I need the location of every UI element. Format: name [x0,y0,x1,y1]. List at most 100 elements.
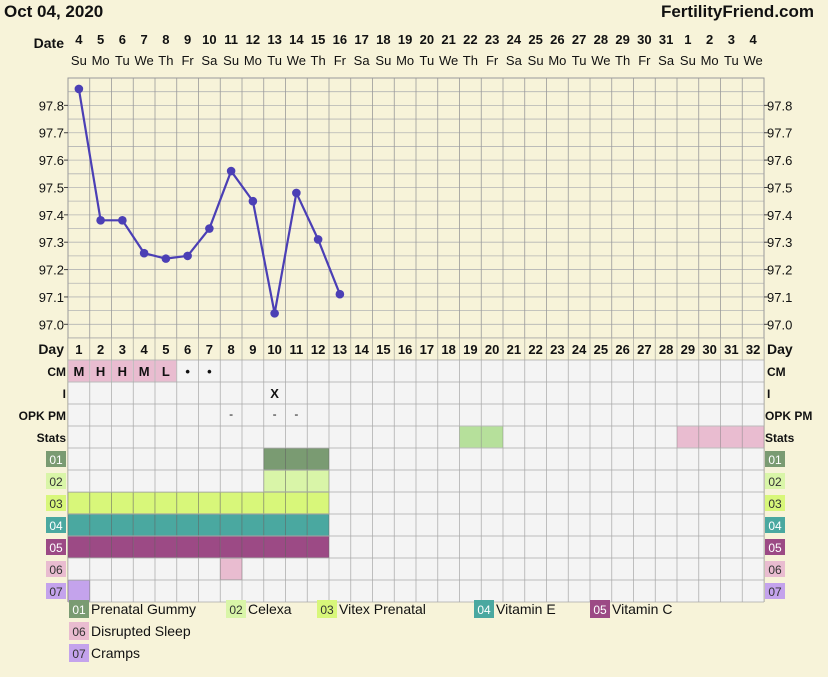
cm-cell [90,360,111,382]
weekday-label: We [134,53,153,68]
supplement-cell [285,514,308,536]
cycle-day-number: 14 [354,342,369,357]
supplement-code-box-right [765,517,785,533]
supplement-cell [306,448,330,470]
cm-value: M [139,364,150,379]
cycle-day-number: 27 [637,342,651,357]
weekday-label: Sa [354,53,371,68]
supplement-code-box-right [765,495,785,511]
weekday-label: Mo [92,53,110,68]
weekday-label: Tu [115,53,130,68]
supplement-code-box-right [765,539,785,555]
weekday-label: We [591,53,610,68]
date-number: 5 [97,32,104,47]
stats-cell [481,426,503,448]
supplement-code-left: 03 [49,497,63,511]
date-number: 26 [550,32,564,47]
opk-row-label: OPK PM [19,409,66,423]
y-tick-label-right: 97.8 [767,98,792,113]
y-tick-label-right: 97.0 [767,317,792,332]
supplement-code-box-left [46,451,66,467]
stats-cell [459,426,482,448]
cycle-day-number: 6 [184,342,191,357]
supplement-code-box-right [765,473,785,489]
supplement-code-box-left [46,495,66,511]
weekday-label: Sa [506,53,523,68]
date-number: 13 [267,32,281,47]
supplement-code-box-left [46,539,66,555]
cm-cell [133,360,155,382]
supplement-cell [176,492,199,514]
weekday-label: Tu [420,53,435,68]
supplement-cell [111,514,134,536]
y-tick-label-left: 97.7 [39,126,64,141]
weekday-label: Fr [334,53,347,68]
site-name[interactable]: FertilityFriend.com [660,2,814,21]
supplement-cell [154,536,178,558]
supplement-code-box-left [46,517,66,533]
supplement-cell [67,580,91,602]
supplement-cell [89,514,112,536]
stats-row-label-right: Stats [765,431,795,445]
stats-cell [698,426,721,448]
supplement-cell [241,536,265,558]
date-number: 10 [202,32,216,47]
legend-code: 03 [320,603,334,617]
cycle-day-number: 20 [485,342,499,357]
cycle-day-number: 24 [572,342,587,357]
weekday-label: Su [528,53,544,68]
supplement-cell [306,514,330,536]
supplement-cell [176,536,199,558]
supplement-cell [154,492,178,514]
weekday-label: Su [375,53,391,68]
cycle-day-number: 10 [267,342,281,357]
legend-code-box [69,622,89,640]
legend-code-box [69,600,89,618]
supplement-cell [263,470,286,492]
cycle-day-number: 4 [141,342,149,357]
temperature-point [335,289,345,299]
cycle-day-number: 17 [420,342,434,357]
date-number: 25 [528,32,542,47]
supplement-cell [89,492,112,514]
cycle-day-number: 30 [702,342,716,357]
i-row-label: I [63,387,66,401]
supplement-code-right: 03 [768,497,782,511]
supplement-cell [132,514,156,536]
cycle-day-number: 13 [333,342,347,357]
date-number: 1 [684,32,691,47]
cm-value: H [118,364,127,379]
cm-row-label: CM [47,365,66,379]
supplement-cell [285,470,308,492]
temperature-point [205,224,214,233]
date-number: 28 [594,32,608,47]
weekday-label: Fr [181,53,194,68]
supplement-code-box-left [46,583,66,599]
cm-value: M [73,364,84,379]
y-tick-label-right: 97.5 [767,180,792,195]
supplement-cell [306,536,330,558]
supplement-cell [89,536,112,558]
legend-label: Vitex Prenatal [339,601,426,617]
legend-code: 02 [229,603,243,617]
date-number: 31 [659,32,673,47]
day-row-label-right: Day [767,341,793,357]
cycle-day-number: 8 [228,342,235,357]
date-number: 9 [184,32,191,47]
legend-label: Prenatal Gummy [91,601,196,617]
weekday-label: Mo [548,53,566,68]
supplement-code-box-right [765,451,785,467]
date-number: 30 [637,32,651,47]
supplement-cell [219,536,243,558]
date-number: 4 [75,32,83,47]
temperature-point [96,216,105,225]
supplement-code-right: 06 [768,563,782,577]
cycle-day-number: 15 [376,342,390,357]
supplement-code-box-left [46,473,66,489]
supplement-cell [263,536,286,558]
opk-mark: - [294,407,298,421]
cycle-day-number: 1 [75,342,82,357]
supplement-cell [219,514,243,536]
legend-label: Celexa [248,601,292,617]
legend-label: Cramps [91,645,140,661]
